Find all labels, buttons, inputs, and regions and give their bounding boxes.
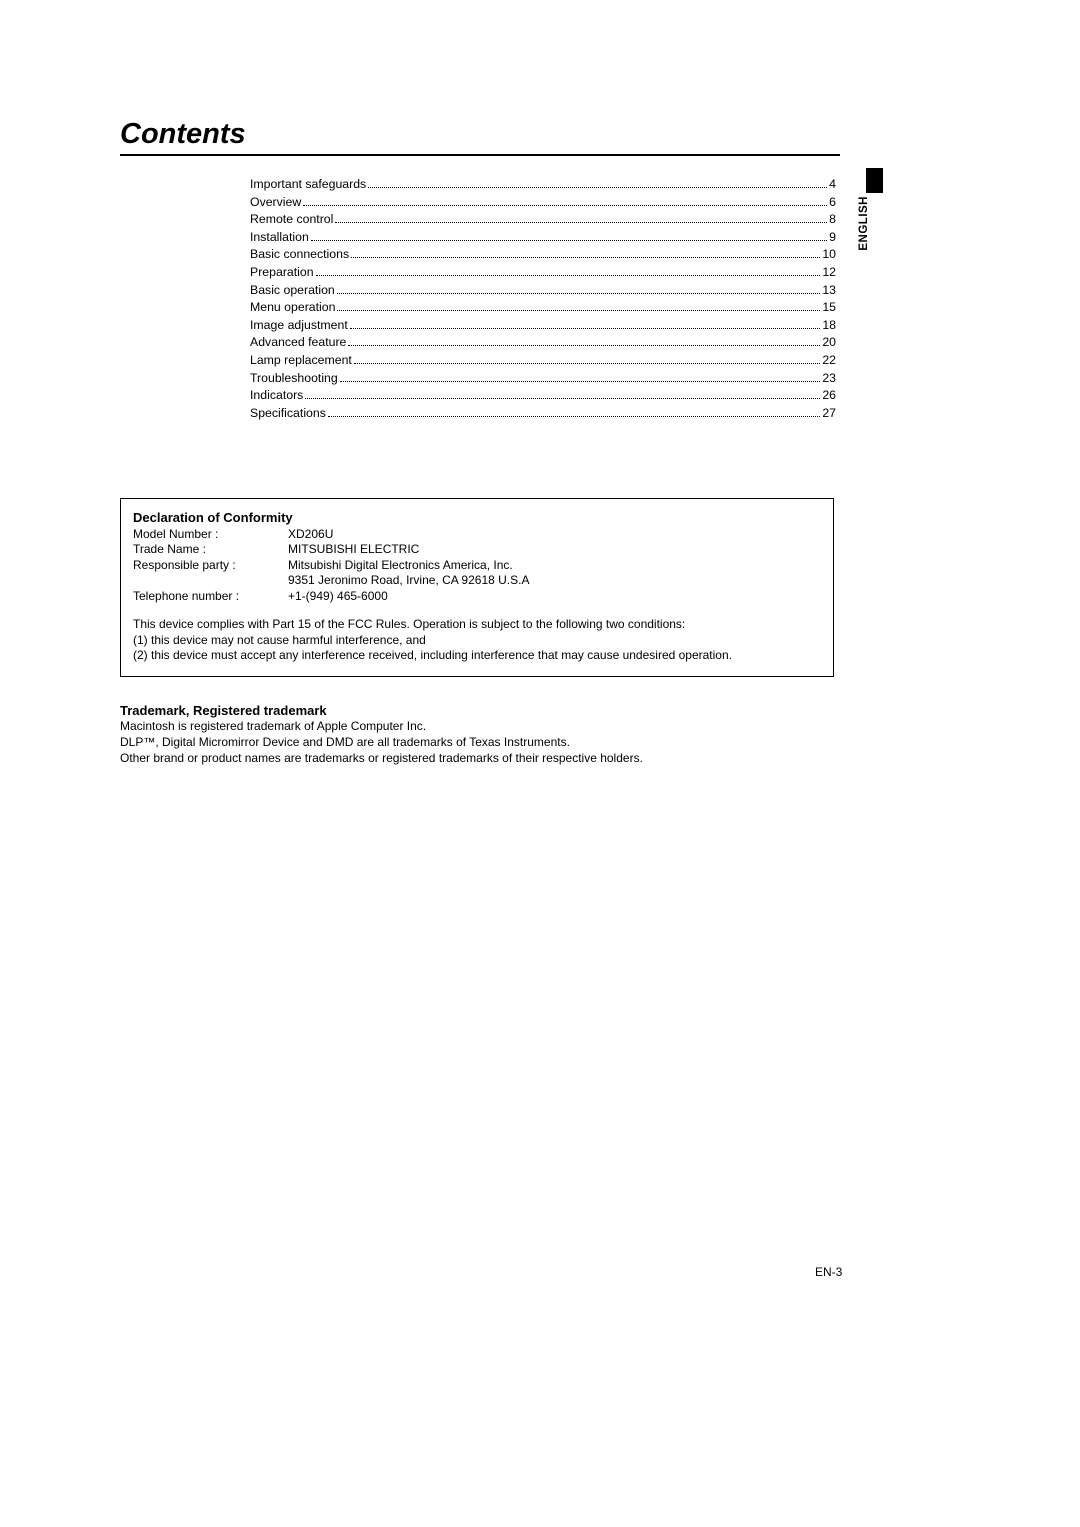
toc-leader xyxy=(350,328,821,329)
toc-row: Basic connections 10 xyxy=(250,248,836,261)
toc-label: Remote control xyxy=(250,213,333,225)
declaration-key: Trade Name : xyxy=(133,542,288,556)
toc-page: 9 xyxy=(829,231,836,243)
toc-page: 8 xyxy=(829,213,836,225)
declaration-value: +1-(949) 465-6000 xyxy=(288,589,821,603)
declaration-title: Declaration of Conformity xyxy=(133,510,821,525)
toc-label: Important safeguards xyxy=(250,178,366,190)
toc-label: Indicators xyxy=(250,389,303,401)
toc-row: Preparation 12 xyxy=(250,266,836,279)
toc-leader xyxy=(328,416,820,417)
toc-row: Indicators 26 xyxy=(250,389,836,402)
trademark-line: DLP™, Digital Micromirror Device and DMD… xyxy=(120,735,860,751)
toc-leader xyxy=(303,205,827,206)
toc-label: Basic operation xyxy=(250,284,335,296)
page-title: Contents xyxy=(120,118,860,154)
toc-label: Installation xyxy=(250,231,309,243)
trademark-title: Trademark, Registered trademark xyxy=(120,703,860,718)
toc-leader xyxy=(351,257,820,258)
toc-row: Installation 9 xyxy=(250,231,836,244)
toc-leader xyxy=(368,187,827,188)
toc-label: Preparation xyxy=(250,266,314,278)
toc-page: 12 xyxy=(822,266,836,278)
declaration-value: 9351 Jeronimo Road, Irvine, CA 92618 U.S… xyxy=(288,573,821,587)
toc-row: Lamp replacement 22 xyxy=(250,354,836,367)
declaration-line: This device complies with Part 15 of the… xyxy=(133,617,821,633)
table-of-contents: Important safeguards 4 Overview 6 Remote con… xyxy=(250,178,836,420)
toc-page: 23 xyxy=(822,372,836,384)
toc-leader xyxy=(305,398,820,399)
declaration-line: (2) this device must accept any interfer… xyxy=(133,648,821,664)
declaration-key: Telephone number : xyxy=(133,589,288,603)
toc-label: Lamp replacement xyxy=(250,354,352,366)
toc-leader xyxy=(340,381,821,382)
declaration-row: 9351 Jeronimo Road, Irvine, CA 92618 U.S… xyxy=(133,573,821,587)
toc-page: 27 xyxy=(822,407,836,419)
toc-leader xyxy=(335,222,827,223)
toc-label: Image adjustment xyxy=(250,319,348,331)
toc-page: 26 xyxy=(822,389,836,401)
toc-label: Overview xyxy=(250,196,301,208)
toc-row: Troubleshooting 23 xyxy=(250,372,836,385)
title-rule xyxy=(120,154,840,156)
toc-page: 4 xyxy=(829,178,836,190)
toc-label: Advanced feature xyxy=(250,336,346,348)
page-number: EN-3 xyxy=(815,1265,842,1279)
toc-row: Menu operation 15 xyxy=(250,301,836,314)
toc-leader xyxy=(311,240,827,241)
page-content: Contents Important safeguards 4 Overview 6 R… xyxy=(120,118,860,767)
toc-row: Image adjustment 18 xyxy=(250,319,836,332)
toc-leader xyxy=(354,363,820,364)
toc-page: 20 xyxy=(822,336,836,348)
declaration-line: (1) this device may not cause harmful in… xyxy=(133,633,821,649)
declaration-body: This device complies with Part 15 of the… xyxy=(133,617,821,664)
toc-label: Basic connections xyxy=(250,248,349,260)
toc-row: Important safeguards 4 xyxy=(250,178,836,191)
toc-label: Menu operation xyxy=(250,301,335,313)
toc-row: Overview 6 xyxy=(250,196,836,209)
toc-row: Advanced feature 20 xyxy=(250,336,836,349)
toc-leader xyxy=(337,310,820,311)
toc-row: Specifications 27 xyxy=(250,407,836,420)
toc-page: 22 xyxy=(822,354,836,366)
toc-leader xyxy=(348,345,820,346)
toc-page: 18 xyxy=(822,319,836,331)
declaration-row: Model Number :XD206U xyxy=(133,527,821,541)
trademark-section: Trademark, Registered trademark Macintos… xyxy=(120,703,860,766)
declaration-key: Responsible party : xyxy=(133,558,288,572)
declaration-value: Mitsubishi Digital Electronics America, … xyxy=(288,558,821,572)
declaration-row: Trade Name :MITSUBISHI ELECTRIC xyxy=(133,542,821,556)
toc-leader xyxy=(337,293,821,294)
declaration-row: Telephone number :+1-(949) 465-6000 xyxy=(133,589,821,603)
toc-label: Specifications xyxy=(250,407,326,419)
declaration-row: Responsible party :Mitsubishi Digital El… xyxy=(133,558,821,572)
declaration-key xyxy=(133,573,288,587)
trademark-line: Macintosh is registered trademark of App… xyxy=(120,719,860,735)
side-tab xyxy=(866,168,883,193)
toc-row: Basic operation 13 xyxy=(250,284,836,297)
toc-page: 10 xyxy=(822,248,836,260)
trademark-line: Other brand or product names are tradema… xyxy=(120,751,860,767)
declaration-value: XD206U xyxy=(288,527,821,541)
toc-row: Remote control 8 xyxy=(250,213,836,226)
toc-leader xyxy=(316,275,821,276)
toc-page: 6 xyxy=(829,196,836,208)
toc-page: 13 xyxy=(822,284,836,296)
toc-label: Troubleshooting xyxy=(250,372,338,384)
declaration-value: MITSUBISHI ELECTRIC xyxy=(288,542,821,556)
toc-page: 15 xyxy=(822,301,836,313)
declaration-box: Declaration of Conformity Model Number :… xyxy=(120,498,834,677)
declaration-key: Model Number : xyxy=(133,527,288,541)
